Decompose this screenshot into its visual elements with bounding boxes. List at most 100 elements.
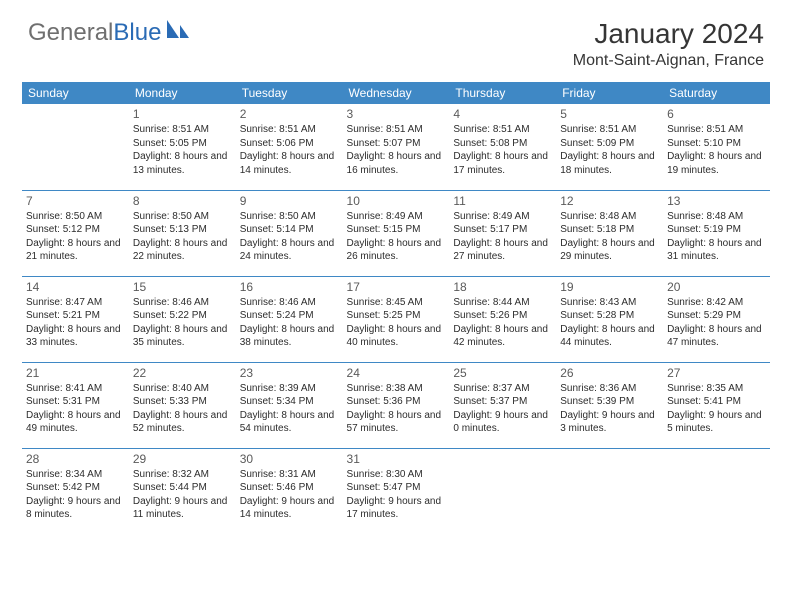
sail-icon: [165, 18, 191, 47]
day-number: 1: [133, 107, 232, 121]
day-header: Wednesday: [343, 82, 450, 104]
calendar-week-row: 21Sunrise: 8:41 AMSunset: 5:31 PMDayligh…: [22, 362, 770, 448]
day-number: 23: [240, 366, 339, 380]
calendar-day-cell: 15Sunrise: 8:46 AMSunset: 5:22 PMDayligh…: [129, 276, 236, 362]
calendar-day-cell: 28 Sunrise: 8:34 AMSunset: 5:42 PMDayligh…: [22, 448, 129, 534]
day-number: 6: [667, 107, 766, 121]
calendar-day-cell: 29Sunrise: 8:32 AMSunset: 5:44 PMDayligh…: [129, 448, 236, 534]
day-header: Monday: [129, 82, 236, 104]
brand-part2: Blue: [113, 19, 161, 47]
day-number: 27: [667, 366, 766, 380]
day-info: Sunrise: 8:39 AMSunset: 5:34 PMDaylight:…: [240, 382, 339, 436]
day-info: Sunrise: 8:46 AMSunset: 5:24 PMDaylight:…: [240, 296, 339, 350]
calendar-day-cell: 11Sunrise: 8:49 AMSunset: 5:17 PMDayligh…: [449, 190, 556, 276]
calendar-empty-cell: [22, 104, 129, 190]
day-number: 10: [347, 194, 446, 208]
calendar-table: Sunday Monday Tuesday Wednesday Thursday…: [22, 82, 770, 534]
day-number: 22: [133, 366, 232, 380]
day-header: Thursday: [449, 82, 556, 104]
day-info: Sunrise: 8:38 AMSunset: 5:36 PMDaylight:…: [347, 382, 446, 436]
day-info: Sunrise: 8:51 AMSunset: 5:09 PMDaylight:…: [560, 123, 659, 177]
day-info: Sunrise: 8:30 AMSunset: 5:47 PMDaylight:…: [347, 468, 446, 522]
calendar-day-cell: 5 Sunrise: 8:51 AMSunset: 5:09 PMDaylight…: [556, 104, 663, 190]
calendar-day-cell: 14 Sunrise: 8:47 AMSunset: 5:21 PMDayligh…: [22, 276, 129, 362]
day-number: 31: [347, 452, 446, 466]
calendar-day-cell: 8 Sunrise: 8:50 AMSunset: 5:13 PMDaylight…: [129, 190, 236, 276]
day-number: 16: [240, 280, 339, 294]
calendar-empty-cell: [449, 448, 556, 534]
calendar-day-cell: 2 Sunrise: 8:51 AMSunset: 5:06 PMDaylight…: [236, 104, 343, 190]
day-number: 24: [347, 366, 446, 380]
day-info: Sunrise: 8:44 AMSunset: 5:26 PMDaylight:…: [453, 296, 552, 350]
calendar-day-cell: 25 Sunrise: 8:37 AMSunset: 5:37 PMDayligh…: [449, 362, 556, 448]
day-info: Sunrise: 8:51 AMSunset: 5:05 PMDaylight:…: [133, 123, 232, 177]
title-block: January 2024 Mont-Saint-Aignan, France: [573, 18, 764, 70]
calendar-week-row: 1 Sunrise: 8:51 AMSunset: 5:05 PMDaylight…: [22, 104, 770, 190]
day-info: Sunrise: 8:50 AMSunset: 5:13 PMDaylight:…: [133, 210, 232, 264]
day-number: 20: [667, 280, 766, 294]
page-header: GeneralBlue January 2024 Mont-Saint-Aign…: [0, 0, 792, 76]
day-info: Sunrise: 8:51 AMSunset: 5:07 PMDaylight:…: [347, 123, 446, 177]
day-info: Sunrise: 8:50 AMSunset: 5:14 PMDaylight:…: [240, 210, 339, 264]
day-info: Sunrise: 8:43 AMSunset: 5:28 PMDaylight:…: [560, 296, 659, 350]
day-header: Tuesday: [236, 82, 343, 104]
day-info: Sunrise: 8:51 AMSunset: 5:10 PMDaylight:…: [667, 123, 766, 177]
calendar-day-cell: 7Sunrise: 8:50 AMSunset: 5:12 PMDaylight…: [22, 190, 129, 276]
day-info: Sunrise: 8:40 AMSunset: 5:33 PMDaylight:…: [133, 382, 232, 436]
day-number: 29: [133, 452, 232, 466]
calendar-day-cell: 12 Sunrise: 8:48 AMSunset: 5:18 PMDayligh…: [556, 190, 663, 276]
calendar-day-cell: 30Sunrise: 8:31 AMSunset: 5:46 PMDayligh…: [236, 448, 343, 534]
day-info: Sunrise: 8:51 AMSunset: 5:06 PMDaylight:…: [240, 123, 339, 177]
day-header: Saturday: [663, 82, 770, 104]
day-number: 25: [453, 366, 552, 380]
day-info: Sunrise: 8:45 AMSunset: 5:25 PMDaylight:…: [347, 296, 446, 350]
day-info: Sunrise: 8:42 AMSunset: 5:29 PMDaylight:…: [667, 296, 766, 350]
calendar-week-row: 7Sunrise: 8:50 AMSunset: 5:12 PMDaylight…: [22, 190, 770, 276]
day-number: 12: [560, 194, 659, 208]
day-number: 9: [240, 194, 339, 208]
day-number: 18: [453, 280, 552, 294]
calendar-day-cell: 22 Sunrise: 8:40 AMSunset: 5:33 PMDayligh…: [129, 362, 236, 448]
day-header: Sunday: [22, 82, 129, 104]
day-info: Sunrise: 8:41 AMSunset: 5:31 PMDaylight:…: [26, 382, 125, 436]
day-number: 4: [453, 107, 552, 121]
day-info: Sunrise: 8:48 AMSunset: 5:19 PMDaylight:…: [667, 210, 766, 264]
brand-logo: GeneralBlue: [28, 18, 191, 47]
day-number: 14: [26, 280, 125, 294]
day-info: Sunrise: 8:49 AMSunset: 5:15 PMDaylight:…: [347, 210, 446, 264]
day-info: Sunrise: 8:46 AMSunset: 5:22 PMDaylight:…: [133, 296, 232, 350]
calendar-day-cell: 13 Sunrise: 8:48 AMSunset: 5:19 PMDayligh…: [663, 190, 770, 276]
day-info: Sunrise: 8:37 AMSunset: 5:37 PMDaylight:…: [453, 382, 552, 436]
day-number: 7: [26, 194, 125, 208]
calendar-day-cell: 27 Sunrise: 8:35 AMSunset: 5:41 PMDayligh…: [663, 362, 770, 448]
calendar-body: 1 Sunrise: 8:51 AMSunset: 5:05 PMDaylight…: [22, 104, 770, 534]
day-info: Sunrise: 8:48 AMSunset: 5:18 PMDaylight:…: [560, 210, 659, 264]
day-number: 28: [26, 452, 125, 466]
day-number: 13: [667, 194, 766, 208]
day-number: 2: [240, 107, 339, 121]
day-number: 5: [560, 107, 659, 121]
calendar-day-cell: 16 Sunrise: 8:46 AMSunset: 5:24 PMDayligh…: [236, 276, 343, 362]
location-label: Mont-Saint-Aignan, France: [573, 52, 764, 70]
calendar-week-row: 28 Sunrise: 8:34 AMSunset: 5:42 PMDayligh…: [22, 448, 770, 534]
calendar-day-cell: 23 Sunrise: 8:39 AMSunset: 5:34 PMDayligh…: [236, 362, 343, 448]
day-info: Sunrise: 8:47 AMSunset: 5:21 PMDaylight:…: [26, 296, 125, 350]
calendar-day-cell: 18 Sunrise: 8:44 AMSunset: 5:26 PMDayligh…: [449, 276, 556, 362]
calendar-day-cell: 10 Sunrise: 8:49 AMSunset: 5:15 PMDayligh…: [343, 190, 450, 276]
day-number: 8: [133, 194, 232, 208]
calendar-empty-cell: [556, 448, 663, 534]
day-number: 19: [560, 280, 659, 294]
day-info: Sunrise: 8:36 AMSunset: 5:39 PMDaylight:…: [560, 382, 659, 436]
calendar-day-cell: 21Sunrise: 8:41 AMSunset: 5:31 PMDayligh…: [22, 362, 129, 448]
day-info: Sunrise: 8:35 AMSunset: 5:41 PMDaylight:…: [667, 382, 766, 436]
day-info: Sunrise: 8:49 AMSunset: 5:17 PMDaylight:…: [453, 210, 552, 264]
calendar-week-row: 14 Sunrise: 8:47 AMSunset: 5:21 PMDayligh…: [22, 276, 770, 362]
calendar-day-cell: 1 Sunrise: 8:51 AMSunset: 5:05 PMDaylight…: [129, 104, 236, 190]
day-header-row: Sunday Monday Tuesday Wednesday Thursday…: [22, 82, 770, 104]
day-info: Sunrise: 8:34 AMSunset: 5:42 PMDaylight:…: [26, 468, 125, 522]
day-info: Sunrise: 8:31 AMSunset: 5:46 PMDaylight:…: [240, 468, 339, 522]
day-header: Friday: [556, 82, 663, 104]
day-number: 3: [347, 107, 446, 121]
calendar-day-cell: 26Sunrise: 8:36 AMSunset: 5:39 PMDayligh…: [556, 362, 663, 448]
brand-part1: General: [28, 19, 113, 47]
